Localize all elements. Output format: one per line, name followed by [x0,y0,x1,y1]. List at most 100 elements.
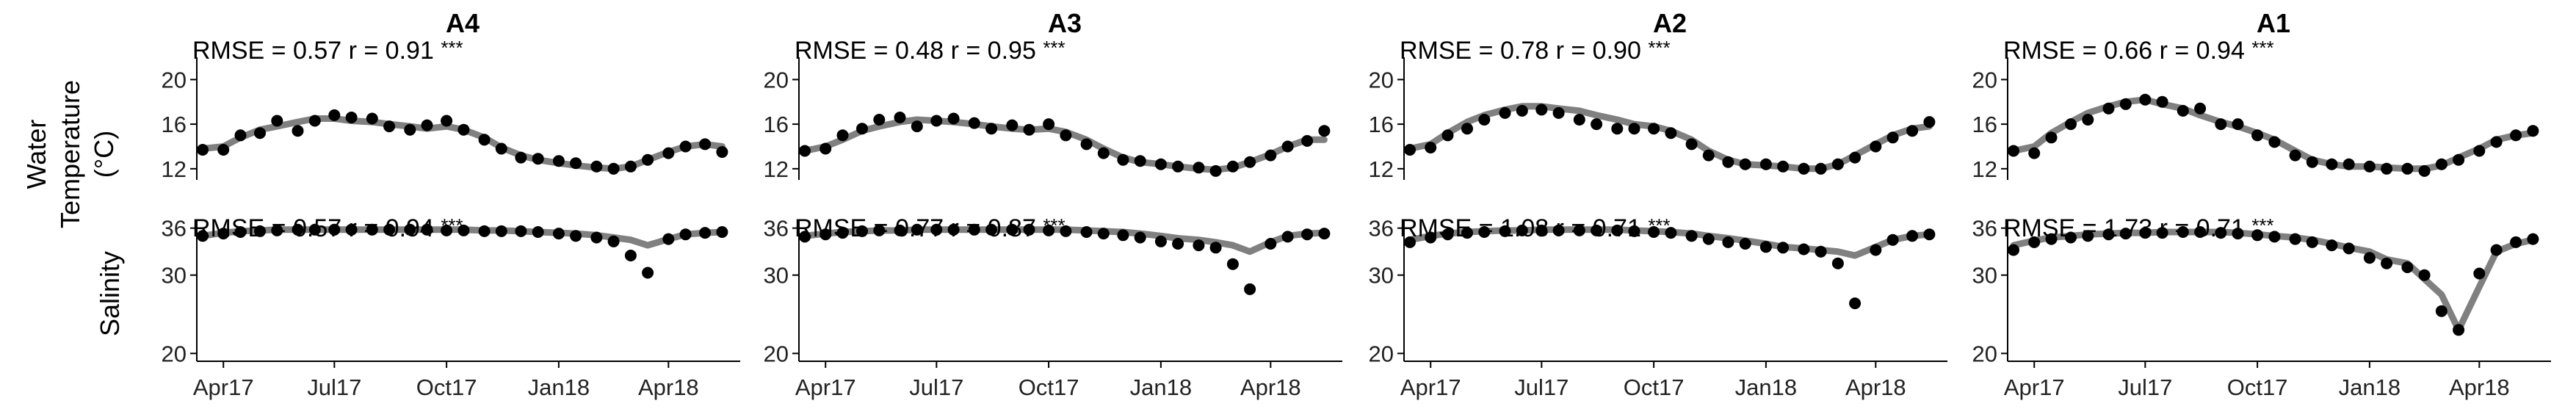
observed-point [590,160,603,173]
y-tick-label: 36 [1972,216,1997,242]
observed-point [662,147,675,159]
observed-point [1193,239,1205,252]
y-tick-label: 12 [1972,156,1997,182]
y-tick-label: 16 [162,112,187,137]
panel-title: A2 [1653,8,1687,38]
observed-point [292,125,304,137]
observed-point [1516,224,1528,236]
observed-point [2232,118,2244,131]
observed-point [930,223,943,236]
y-tick-label: 12 [764,156,789,182]
observed-point [1552,224,1565,236]
temperature-row-label-line2: Temperature [55,80,85,228]
panel-title: A1 [2257,8,2290,38]
significance-stars: *** [441,37,463,59]
rmse-label: RMSE = 0.78 [1400,37,1556,65]
observed-point [2473,267,2486,280]
observed-point [1265,149,1277,162]
observed-point [1154,235,1167,247]
observed-point [1043,118,1055,131]
observed-point [383,120,396,133]
observed-point [2342,242,2355,255]
panel-a1-temperature: A1 20 16 12 RMSE = 0.66 r = 0.94 *** [1972,8,2539,182]
observed-point [366,223,378,236]
observed-point [2251,129,2264,142]
stats-annotation: RMSE = 1.73 r = 0.71 *** [2003,214,2274,242]
observed-point [1628,225,1640,237]
observed-point [856,225,868,237]
observed-point [1591,118,1603,131]
observed-point [2401,162,2414,175]
observed-point [254,127,266,140]
observed-point [716,226,728,238]
x-tick-label: Jul17 [2118,374,2172,400]
observed-point [2363,160,2376,173]
observed-point [515,151,527,164]
stats-annotation: RMSE = 0.78 r = 0.90 *** [1400,37,1671,65]
observed-point [1117,153,1129,166]
x-tick-label: Jul17 [307,374,361,400]
observed-point [2065,118,2077,131]
observed-point [404,123,416,136]
observed-point [624,250,637,261]
observed-point [1702,149,1715,162]
observed-point [2119,228,2132,240]
observed-point [1265,238,1277,250]
y-tick-label: 16 [1972,112,1997,137]
observed-point [2527,233,2539,245]
y-tick-label: 20 [162,67,187,93]
observed-point [570,157,582,170]
observed-point [1591,224,1603,236]
observed-point [820,142,832,155]
x-tick-label: Oct17 [2227,374,2288,400]
observed-point [1665,227,1677,239]
observed-point [1798,162,1810,175]
y-tick-label: 20 [1972,67,1997,93]
observed-point [570,230,582,242]
x-tick-label: Oct17 [416,374,477,400]
observed-point [1461,123,1473,135]
observed-point [1648,226,1660,238]
observed-point [2268,231,2281,243]
observed-point [1006,223,1019,236]
observed-point [836,129,849,142]
observed-point [1535,104,1548,116]
observed-point [1209,164,1222,177]
observed-point [2510,236,2522,248]
observed-point [1685,138,1698,151]
observed-point [968,117,980,129]
salinity-row-label: Salinity [95,251,125,336]
observed-point [2194,226,2207,238]
y-tick-label: 30 [764,263,789,289]
y-tick-label: 12 [1369,156,1394,182]
observed-point [234,129,247,142]
panel-a3-temperature: A3 20 16 12 RMSE = 0.48 r = 0.95 *** [764,8,1331,182]
observed-point [1425,142,1437,153]
y-tick-label: 20 [764,341,789,366]
observed-point [1759,241,1772,253]
stats-annotation: RMSE = 0.77 r = 0.87 *** [795,214,1066,242]
observed-point [1722,156,1734,168]
observed-point [515,225,527,237]
model-series-line [2010,228,2536,333]
significance-stars: *** [1648,214,1670,236]
observed-point [2401,261,2414,273]
observed-point [1739,158,1751,170]
observed-point [2156,95,2168,108]
significance-stars: *** [441,214,463,236]
observed-point [985,223,998,236]
r-label: r = 0.95 [951,37,1043,65]
observed-point [1226,258,1239,270]
observed-point [345,223,358,236]
observed-point [2082,230,2094,242]
rmse-label: RMSE = 1.08 [1400,214,1556,242]
observed-point [2177,226,2189,238]
observed-point [1060,129,1072,142]
observed-point [2008,145,2019,157]
observed-point [271,115,283,127]
observed-point [495,142,507,155]
observed-point [1906,125,1919,137]
observed-point [1573,224,1585,236]
observed-point [799,145,811,157]
